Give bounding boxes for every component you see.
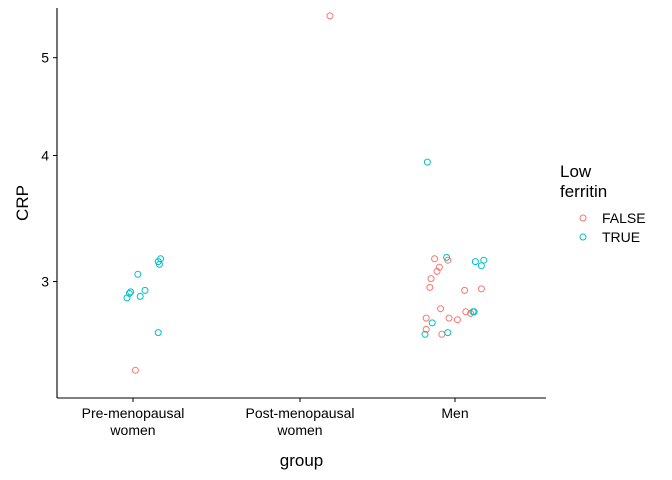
data-point-true (123, 294, 131, 302)
data-point-false (131, 366, 139, 374)
data-point-false (431, 255, 439, 263)
data-point-true (477, 262, 485, 270)
y-tick-label: 4 (41, 147, 49, 163)
data-point-false (438, 330, 446, 338)
y-tick-label: 3 (41, 274, 49, 290)
data-point-false (422, 325, 430, 333)
data-point-true (443, 253, 451, 261)
legend-key-true (579, 233, 587, 241)
data-point-true (157, 255, 165, 263)
data-point-false (437, 305, 445, 313)
data-point-true (154, 329, 162, 337)
y-axis-title: CRP (13, 185, 32, 221)
data-point-true (423, 158, 431, 166)
data-point-false (427, 275, 435, 283)
data-point-true (421, 330, 429, 338)
data-point-true (136, 292, 144, 300)
x-axis-title: group (280, 451, 323, 470)
data-point-true (471, 258, 479, 266)
data-point-false (326, 12, 334, 20)
x-tick-label-pre: Pre-menopausal women (82, 405, 185, 438)
data-point-true (134, 270, 142, 278)
data-point-false (445, 314, 453, 322)
y-tick-label: 5 (41, 50, 49, 66)
data-point-false (426, 283, 434, 291)
data-point-false (435, 263, 443, 271)
legend-label-true: TRUE (602, 229, 640, 245)
legend-key-false (579, 214, 587, 222)
data-point-true (444, 329, 452, 337)
x-tick-label-post: Post-menopausal women (246, 405, 355, 438)
data-point-false (462, 308, 470, 316)
legend: Low ferritin FALSE TRUE (560, 162, 646, 245)
data-point-true (428, 319, 436, 327)
data-point-true (470, 308, 478, 316)
legend-label-false: FALSE (602, 210, 646, 226)
data-point-false (461, 286, 469, 294)
x-tick-label-men: Men (441, 405, 468, 421)
axes: 3 4 5 Pre-menopausal women Post-menopausal wom… (41, 8, 546, 438)
legend-title: Low ferritin (560, 162, 607, 201)
data-point-true (127, 288, 135, 296)
data-point-true (480, 256, 488, 264)
data-point-false (422, 314, 430, 322)
plot-area (123, 12, 488, 374)
data-point-false (477, 285, 485, 293)
data-point-true (141, 286, 149, 294)
data-point-false (453, 316, 461, 324)
